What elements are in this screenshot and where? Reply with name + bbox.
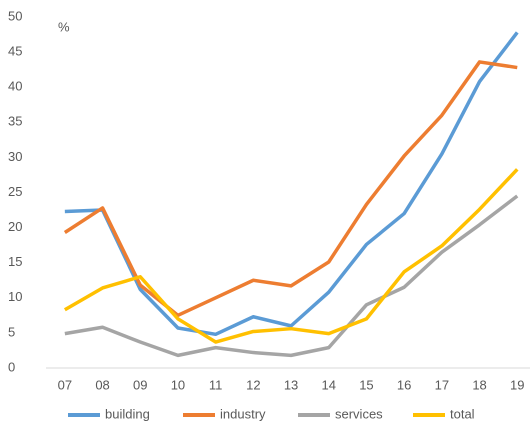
y-tick-label: 30 — [8, 149, 22, 164]
x-tick-label: 14 — [322, 377, 336, 392]
series-line — [64, 31, 519, 337]
y-tick-label: 20 — [8, 219, 22, 234]
series-line — [63, 168, 519, 344]
legend-label: total — [450, 406, 475, 421]
y-tick-label: 45 — [8, 44, 22, 59]
x-tick-label: 09 — [133, 377, 147, 392]
x-tick-label: 10 — [171, 377, 185, 392]
y-tick-label: 5 — [8, 324, 15, 339]
x-tick-label: 15 — [359, 377, 373, 392]
x-tick-label: 08 — [95, 377, 109, 392]
y-tick-label: 0 — [8, 359, 15, 374]
x-tick-label: 12 — [246, 377, 260, 392]
legend-label: services — [335, 406, 383, 421]
x-tick-label: 18 — [472, 377, 486, 392]
y-tick-label: 15 — [8, 254, 22, 269]
legend-label: building — [105, 406, 150, 421]
x-tick-label: 17 — [435, 377, 449, 392]
x-tick-label: 07 — [58, 377, 72, 392]
series-line — [63, 60, 518, 318]
y-tick-label: 35 — [8, 114, 22, 129]
y-tick-label: 40 — [8, 79, 22, 94]
x-tick-label: 13 — [284, 377, 298, 392]
y-tick-label: 10 — [8, 289, 22, 304]
legend-label: industry — [220, 406, 266, 421]
y-tick-label: 25 — [8, 184, 22, 199]
x-tick-label: 19 — [510, 377, 524, 392]
y-tick-label: 50 — [8, 8, 22, 23]
series-line — [64, 194, 519, 358]
unit-label: % — [58, 19, 70, 34]
x-tick-label: 11 — [209, 377, 223, 392]
x-tick-label: 16 — [397, 377, 411, 392]
